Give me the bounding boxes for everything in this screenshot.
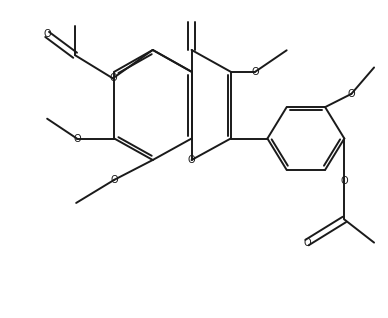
Text: O: O xyxy=(73,134,81,143)
Text: O: O xyxy=(348,89,355,99)
Text: O: O xyxy=(43,30,51,39)
Text: O: O xyxy=(109,73,117,83)
Text: O: O xyxy=(251,67,259,77)
Text: O: O xyxy=(111,175,118,185)
Text: O: O xyxy=(341,176,348,186)
Text: O: O xyxy=(188,155,196,165)
Text: O: O xyxy=(303,238,311,248)
